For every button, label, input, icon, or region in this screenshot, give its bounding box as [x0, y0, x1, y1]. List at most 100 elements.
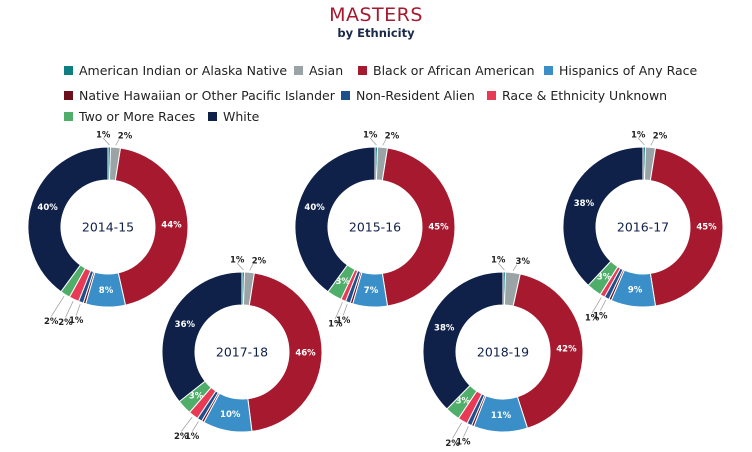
legend-label: Two or More Races [79, 108, 196, 124]
legend-swatch [64, 111, 73, 121]
slice-label: 2% [653, 132, 668, 142]
legend-label: White [223, 108, 260, 124]
slice-label: 3% [516, 257, 531, 267]
legend-item: American Indian or Alaska Native [64, 62, 288, 78]
leader-line [180, 416, 193, 432]
slice-label: 2% [252, 257, 267, 267]
slice-label: 36% [175, 320, 196, 330]
slice-label: 2% [58, 318, 73, 328]
legend-swatch [341, 90, 350, 100]
leader-line [50, 296, 65, 317]
legend-label: Race & Ethnicity Unknown [502, 87, 668, 103]
legend-label: Black or African American [373, 62, 535, 78]
slice-label: 1% [585, 314, 600, 324]
slice-label: 1% [336, 316, 351, 326]
legend-swatch [487, 90, 496, 100]
leader-line [369, 137, 377, 146]
legend-item: Two or More Races [64, 108, 196, 124]
leader-line [463, 426, 469, 438]
slice-label: 1% [456, 438, 471, 448]
leader-line [334, 302, 343, 319]
leader-line [452, 422, 462, 439]
donut-slice [562, 146, 644, 287]
legend-swatch [294, 65, 303, 75]
donut-slice [161, 271, 243, 403]
donut-slice [247, 272, 323, 432]
leader-line [342, 304, 348, 316]
slice-label: 40% [304, 203, 325, 213]
leader-line [512, 264, 518, 271]
leader-line [65, 301, 74, 318]
donut-slice [27, 146, 109, 293]
donut-year-label: 2017-18 [216, 345, 268, 360]
slice-label: 38% [434, 323, 455, 333]
slice-label: 7% [364, 286, 379, 296]
slice-label: 1% [631, 131, 646, 141]
legend-swatch [544, 65, 553, 75]
slice-label: 3% [597, 273, 612, 283]
slice-label: 38% [574, 199, 595, 209]
legend-item: Non-Resident Alien [341, 87, 475, 103]
donut-year-label: 2016-17 [617, 220, 669, 235]
slice-label: 2% [118, 132, 133, 142]
leader-line [236, 262, 244, 271]
legend-swatch [64, 65, 73, 75]
leader-line [382, 139, 387, 146]
leader-line [249, 264, 254, 271]
donut-slice [294, 146, 376, 293]
leader-line [191, 421, 199, 432]
slice-label: 1% [491, 256, 506, 266]
slice-label: 2% [44, 317, 59, 327]
legend-swatch [64, 90, 73, 100]
slice-label: 1% [593, 311, 608, 321]
slice-label: 44% [161, 221, 182, 231]
leader-line [637, 137, 645, 146]
slice-label: 2% [385, 132, 400, 142]
donut-slice [649, 147, 724, 307]
leader-line [115, 139, 120, 146]
slice-label: 45% [428, 223, 449, 233]
slice-label: 3% [456, 397, 471, 407]
chart-subtitle: by Ethnicity [337, 26, 415, 40]
slice-label: 1% [328, 319, 343, 329]
slice-label: 2% [174, 432, 189, 442]
slice-label: 42% [556, 345, 577, 355]
legend-item: Native Hawaiian or Other Pacific Islande… [64, 87, 335, 103]
legend-item: Black or African American [358, 62, 535, 78]
slice-label: 1% [363, 131, 378, 141]
leader-line [102, 137, 110, 146]
legend-swatch [208, 111, 217, 121]
slice-label: 45% [696, 223, 717, 233]
donut-slice [114, 147, 189, 306]
legend-item: Hispanics of Any Race [544, 62, 698, 78]
slice-label: 46% [295, 348, 316, 358]
legend-item: White [208, 108, 260, 124]
legend-label: American Indian or Alaska Native [79, 62, 288, 78]
slice-label: 2% [445, 439, 460, 449]
slice-label: 8% [99, 286, 114, 296]
slice-label: 40% [37, 203, 58, 213]
legend-label: Non-Resident Alien [356, 87, 475, 103]
legend-label: Hispanics of Any Race [559, 62, 698, 78]
legend-swatch [358, 65, 367, 75]
slice-label: 1% [230, 256, 245, 266]
legend-label: Native Hawaiian or Other Pacific Islande… [79, 87, 335, 103]
slice-label: 3% [335, 277, 350, 287]
donut-year-label: 2015-16 [349, 220, 401, 235]
legend-label: Asian [309, 62, 344, 78]
chart-title: MASTERS [329, 4, 423, 26]
donut-slice [422, 271, 504, 410]
slice-label: 10% [220, 410, 241, 420]
slice-label: 1% [69, 316, 84, 326]
donut-slice [381, 147, 456, 307]
donut-slice [512, 273, 584, 429]
slice-label: 3% [189, 391, 204, 401]
slice-label: 1% [185, 432, 200, 442]
slice-label: 9% [628, 285, 643, 295]
slice-label: 1% [96, 131, 111, 141]
legend-item: Asian [294, 62, 344, 78]
slice-label: 11% [491, 411, 512, 421]
leader-line [497, 262, 505, 271]
donut-year-label: 2018-19 [477, 345, 529, 360]
